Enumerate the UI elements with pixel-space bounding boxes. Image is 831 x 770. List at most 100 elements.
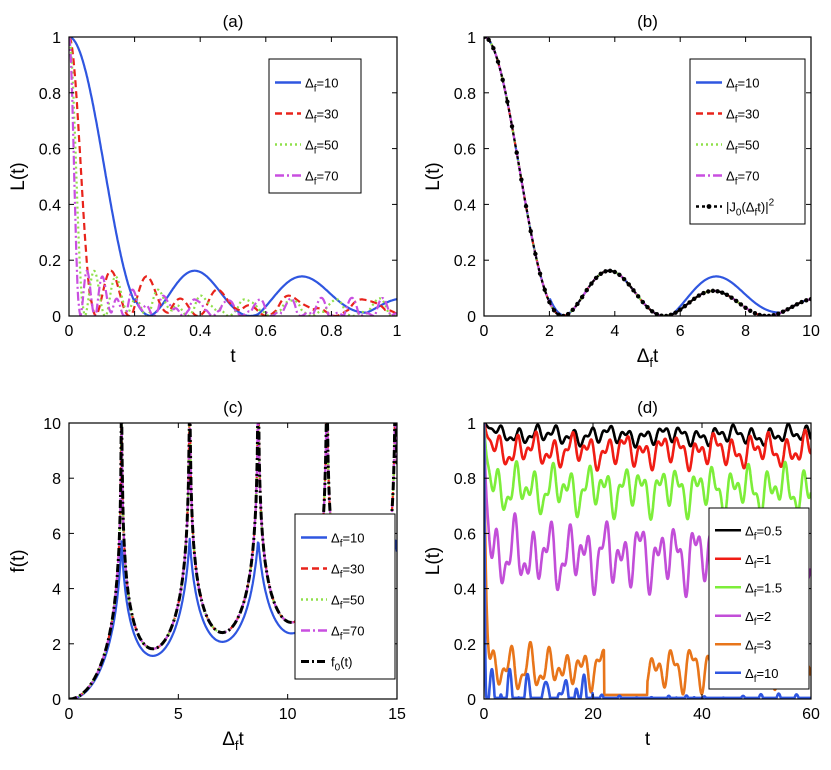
x-tick-label: 0 — [480, 323, 489, 340]
x-tick-label: 20 — [584, 706, 602, 723]
legend-label: Δf=1.5 — [745, 580, 782, 599]
series-marker — [635, 294, 641, 299]
y-tick-label: 0.6 — [39, 142, 61, 159]
series-marker — [687, 300, 692, 305]
legend-box — [708, 507, 810, 690]
plot-frame — [483, 36, 812, 317]
x-tick-label: 10 — [802, 323, 820, 340]
x-tick-label: 1 — [393, 323, 402, 340]
y-tick-label: 0.6 — [454, 526, 476, 543]
legend-label: Δf=10 — [745, 666, 779, 685]
series-marker — [794, 302, 800, 307]
y-tick-label: 2 — [52, 637, 61, 654]
series-marker — [738, 302, 744, 307]
legend-label: Δf=1 — [745, 552, 771, 571]
series-line-1 — [484, 423, 811, 473]
legend: Δf=10 Δf=30 Δf=50 Δf=70 — [268, 58, 362, 194]
legend-label: |J0(Δft)|2 — [726, 198, 775, 219]
legend-label: Δf=10 — [331, 531, 365, 550]
panel-title: (d) — [637, 398, 658, 417]
x-tick-label: 0.8 — [320, 323, 342, 340]
y-tick-label: 0.6 — [454, 142, 476, 159]
series-marker — [734, 298, 739, 304]
plot-frame — [68, 36, 398, 317]
legend-label: Δf=0.5 — [745, 523, 782, 542]
y-axis-label: f(t) — [8, 549, 29, 572]
series-marker — [776, 311, 781, 316]
x-tick-label: 0 — [65, 706, 74, 723]
series-marker — [598, 271, 603, 277]
y-tick-label: 0.8 — [39, 86, 61, 103]
x-axis-label: t — [645, 729, 651, 750]
panel-a: 0 0.2 0.4 0.6 0.8 1 0 0.2 0.4 0.6 0.8 1 (a) t L(t) Δf=1… — [8, 12, 402, 367]
legend-box — [294, 513, 396, 680]
series-marker — [565, 311, 571, 316]
series-marker — [682, 303, 688, 309]
series-marker — [757, 312, 762, 316]
series-marker — [678, 307, 683, 312]
x-tick-label: 6 — [676, 323, 685, 340]
legend-label: Δf=70 — [726, 169, 760, 188]
series-marker — [523, 203, 529, 209]
legend-box — [268, 58, 362, 194]
y-tick-label: 0 — [467, 692, 476, 709]
y-tick-label: 8 — [52, 471, 61, 488]
series-marker — [673, 310, 678, 315]
series-marker — [584, 287, 589, 293]
series-marker — [509, 124, 515, 129]
plot-frame — [483, 422, 812, 700]
series-marker — [649, 309, 655, 314]
series-marker — [528, 229, 533, 234]
series-marker — [696, 293, 702, 298]
y-tick-label: 0.8 — [454, 471, 476, 488]
legend-label: Δf=30 — [305, 107, 339, 126]
legend: Δf=10 Δf=30 Δf=50 Δf=70 f0(t) — [294, 513, 396, 680]
legend: Δf=0.5 Δf=1 Δf=1.5 Δf=2 Δf=3 Δf=10 — [708, 507, 810, 690]
series-line-5 — [484, 423, 811, 699]
series-marker — [668, 312, 674, 316]
x-tick-label: 5 — [174, 706, 183, 723]
x-tick-label: 15 — [388, 706, 406, 723]
series-marker — [771, 312, 776, 316]
x-tick-label: 0 — [480, 706, 489, 723]
series-marker — [659, 313, 664, 316]
plot-frame — [68, 422, 398, 700]
legend-label: f0(t) — [331, 655, 352, 674]
series-marker — [692, 296, 697, 301]
y-tick-label: 0 — [52, 309, 61, 326]
legend-box — [689, 58, 806, 225]
series-marker — [533, 251, 538, 257]
x-tick-label: 0.6 — [255, 323, 277, 340]
series-marker — [612, 269, 617, 275]
y-tick-label: 0 — [467, 309, 476, 326]
series-marker — [743, 305, 748, 310]
series-marker — [570, 307, 575, 313]
series-marker — [715, 289, 720, 294]
series-marker — [547, 299, 552, 305]
series-marker — [575, 301, 580, 307]
series-marker — [505, 99, 510, 104]
series-marker — [631, 288, 636, 293]
legend-label: Δf=3 — [745, 637, 771, 656]
series-line-3 — [484, 37, 811, 316]
series-marker — [537, 271, 543, 276]
panel-c: 0 5 10 150246810(c)Δftf(t)Δf=10Δf=30Δf=50Δf… — [8, 398, 406, 753]
x-axis-label: Δft — [637, 346, 659, 370]
series-group — [484, 37, 811, 316]
x-tick-label: 10 — [279, 706, 297, 723]
panel-title: (b) — [637, 12, 658, 31]
series-marker — [710, 288, 716, 294]
legend-label: Δf=50 — [305, 138, 339, 157]
legend-label: Δf=10 — [305, 76, 339, 95]
y-tick-label: 6 — [52, 526, 61, 543]
legend-label: Δf=70 — [305, 169, 339, 188]
x-tick-label: 40 — [693, 706, 711, 723]
series-marker — [640, 299, 646, 305]
series-line-0 — [484, 423, 811, 449]
x-tick-label: 4 — [610, 323, 619, 340]
series-marker — [519, 177, 524, 182]
series-marker — [790, 304, 795, 309]
x-tick-label: 2 — [545, 323, 554, 340]
series-marker — [495, 59, 501, 64]
y-tick-label: 0.4 — [454, 197, 476, 214]
